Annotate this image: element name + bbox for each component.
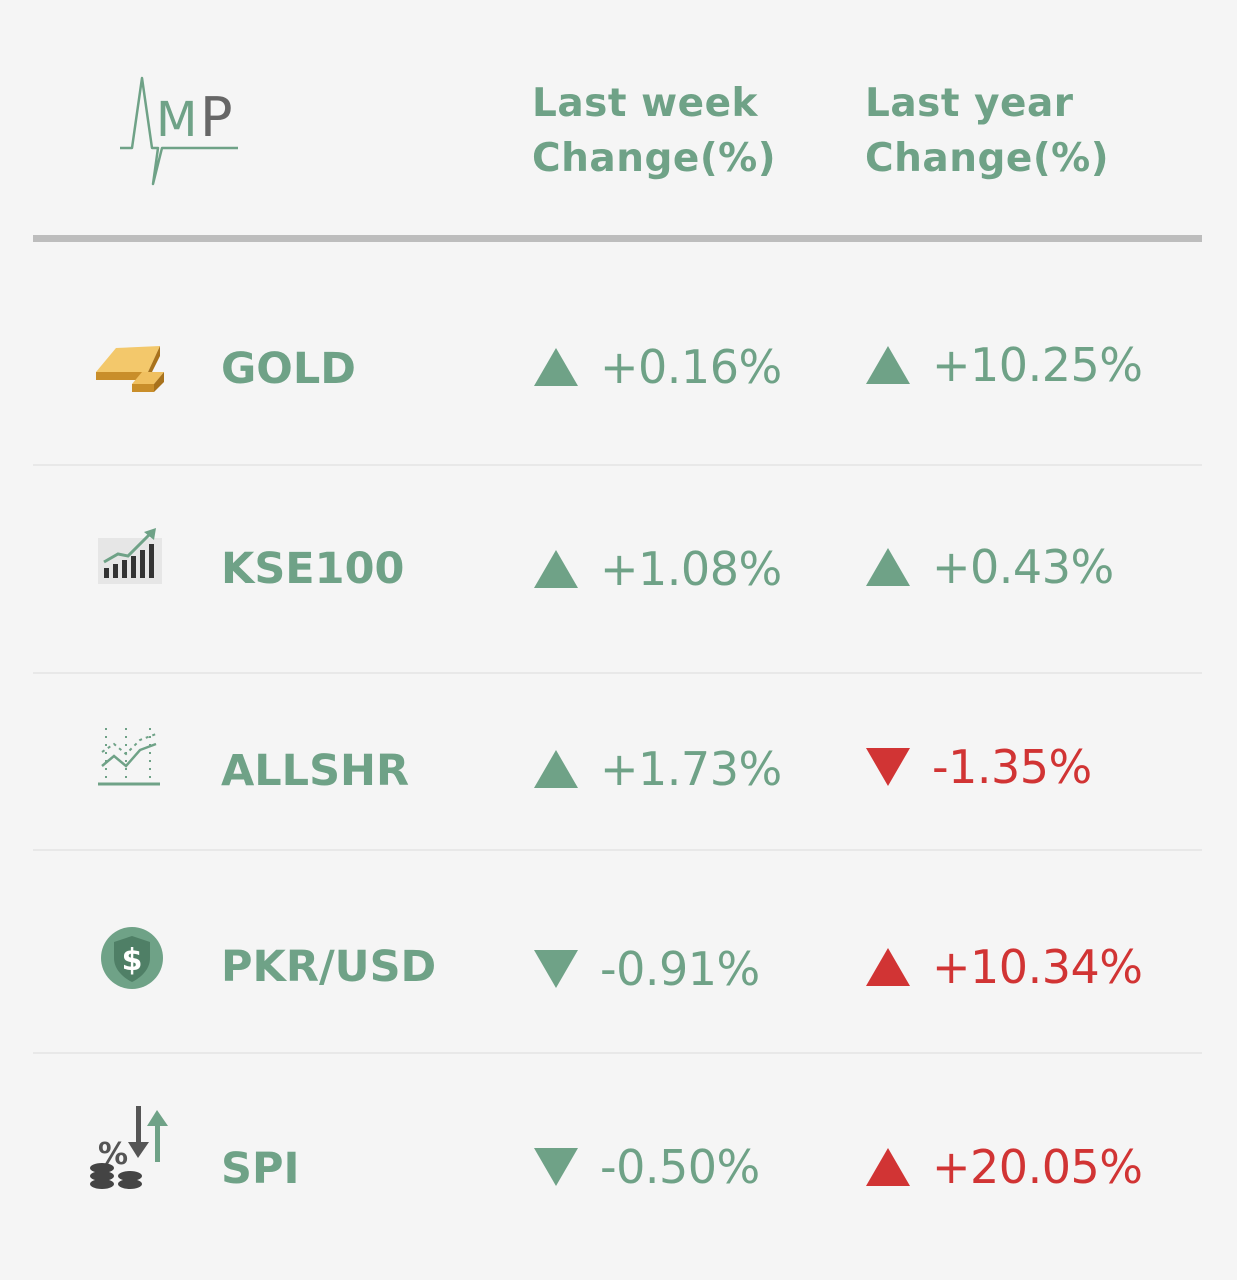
asset-name: ALLSHR <box>221 746 410 796</box>
asset-name: PKR/USD <box>221 942 437 992</box>
row-divider <box>33 672 1202 674</box>
week-change-value: +1.08% <box>600 542 782 596</box>
week-change: +0.16% <box>532 340 782 394</box>
week-change: -0.91% <box>532 942 760 996</box>
year-change: +20.05% <box>864 1140 1143 1194</box>
year-change-value: +0.43% <box>932 540 1114 594</box>
year-change-value: -1.35% <box>932 740 1092 794</box>
row-divider <box>33 849 1202 851</box>
week-change-value: -0.50% <box>600 1140 760 1194</box>
year-change: +10.25% <box>864 338 1143 392</box>
arrow-down-icon <box>866 748 910 786</box>
arrow-up-icon <box>534 550 578 588</box>
asset-name: SPI <box>221 1144 300 1194</box>
arrow-down-icon <box>534 1148 578 1186</box>
week-change-value: -0.91% <box>600 942 760 996</box>
gold-bars-icon <box>96 346 164 392</box>
percent-coins-icon: % <box>90 1106 168 1189</box>
year-change-value: +20.05% <box>932 1140 1143 1194</box>
year-change: -1.35% <box>864 740 1092 794</box>
week-change-value: +1.73% <box>600 742 782 796</box>
year-change-value: +10.34% <box>932 940 1143 994</box>
header-year-line2: Change(%) <box>865 136 1110 181</box>
header-last-week: Last week Change(%) <box>532 76 776 186</box>
year-change: +0.43% <box>864 540 1114 594</box>
week-change: -0.50% <box>532 1140 760 1194</box>
asset-name: KSE100 <box>221 544 405 594</box>
row-divider <box>33 1052 1202 1054</box>
arrow-up-icon <box>866 948 910 986</box>
arrow-up-icon <box>534 750 578 788</box>
week-change: +1.73% <box>532 742 782 796</box>
header-week-line1: Last week <box>532 81 758 126</box>
header-week-line2: Change(%) <box>532 136 777 181</box>
svg-text:$: $ <box>122 943 143 978</box>
asset-name: GOLD <box>221 344 356 394</box>
bar-chart-growth-icon <box>98 528 162 584</box>
logo-p: P <box>200 86 233 149</box>
amp-logo: M P <box>120 76 238 186</box>
header-divider <box>33 235 1202 242</box>
year-change: +10.34% <box>864 940 1143 994</box>
logo-m: M <box>156 92 197 148</box>
arrow-up-icon <box>534 348 578 386</box>
header-year-line1: Last year <box>865 81 1074 126</box>
week-change-value: +0.16% <box>600 340 782 394</box>
arrow-up-icon <box>866 548 910 586</box>
year-change-value: +10.25% <box>932 338 1143 392</box>
header-last-year: Last year Change(%) <box>865 76 1109 186</box>
line-chart-icon <box>98 728 160 786</box>
arrow-up-icon <box>866 1148 910 1186</box>
row-divider <box>33 464 1202 466</box>
dollar-shield-icon: $ <box>101 927 163 989</box>
arrow-down-icon <box>534 950 578 988</box>
week-change: +1.08% <box>532 542 782 596</box>
arrow-up-icon <box>866 346 910 384</box>
